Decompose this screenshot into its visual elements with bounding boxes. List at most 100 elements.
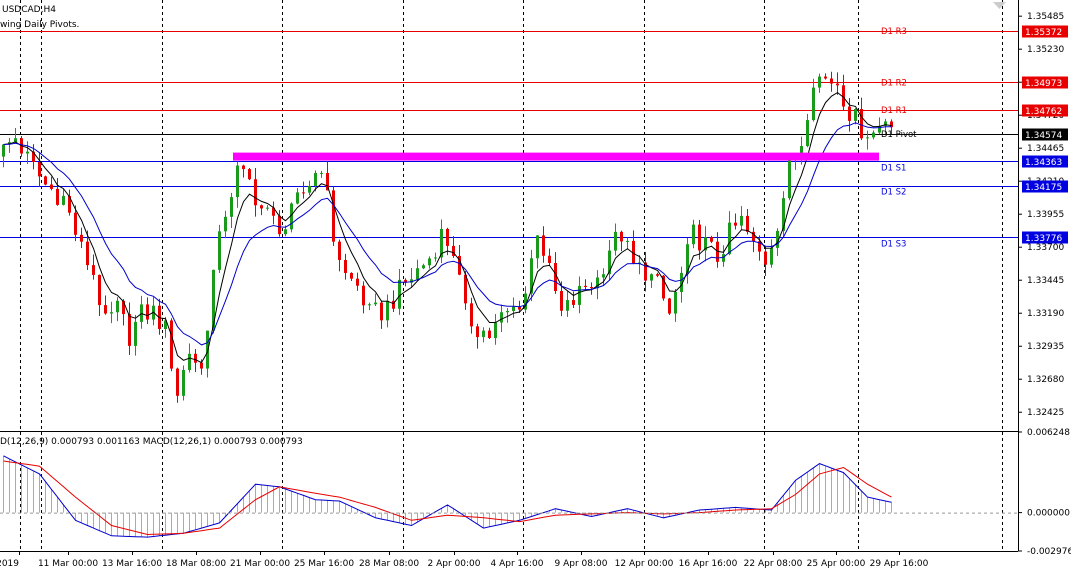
candle-body	[86, 241, 89, 266]
time-tick-label: 11 Mar 00:00	[38, 559, 98, 569]
candle-body	[98, 274, 101, 306]
candle-body	[770, 247, 773, 265]
price-tick-label: 1.34465	[1027, 144, 1064, 154]
candle-body	[44, 176, 47, 185]
time-tick-label: 25 Mar 16:00	[294, 559, 354, 569]
price-tick-label: 1.35230	[1027, 45, 1064, 55]
candle-body	[812, 87, 815, 121]
candle-body	[368, 304, 371, 306]
candle-body	[380, 302, 383, 321]
candle-body	[212, 269, 215, 331]
candle-body	[614, 231, 617, 251]
candle-body	[476, 326, 479, 338]
candle-body	[206, 330, 209, 369]
candle-body	[518, 306, 521, 310]
candle-body	[734, 222, 737, 226]
candle-body	[248, 169, 251, 180]
pivot-label: D1 S2	[881, 188, 906, 198]
candle-body	[788, 160, 791, 199]
macd-histogram	[3, 455, 892, 538]
candle-body	[470, 303, 473, 327]
candle-body	[590, 287, 593, 289]
price-tick-label: 1.32680	[1027, 375, 1064, 385]
candle-body	[272, 207, 275, 216]
candle-body	[746, 215, 749, 232]
candle-body	[644, 262, 647, 281]
candle-body	[164, 320, 167, 330]
candle-body	[356, 278, 359, 286]
price-tag-text: 1.34574	[1025, 131, 1062, 141]
candle-body	[458, 255, 461, 275]
candle-body	[524, 293, 527, 310]
candle-body	[32, 151, 35, 162]
candle-body	[800, 146, 803, 158]
pivot-label: D1 Pivot	[881, 130, 917, 140]
candle-body	[884, 121, 887, 126]
candle-body	[842, 85, 845, 107]
symbol-label: USDCAD,H4	[2, 5, 56, 15]
candle-body	[254, 179, 257, 206]
candle-body	[530, 258, 533, 294]
candle-body	[686, 244, 689, 273]
candle-body	[692, 224, 695, 245]
candle-body	[2, 144, 5, 157]
macd-tick-label: -0.002976	[1027, 547, 1071, 557]
candle-body	[890, 121, 893, 128]
candle-body	[308, 185, 311, 193]
candle-body	[128, 314, 131, 346]
candle-body	[116, 300, 119, 313]
candle-body	[650, 274, 653, 281]
candle-body	[68, 195, 71, 213]
candle-body	[194, 353, 197, 363]
candle-body	[170, 320, 173, 369]
candle-body	[332, 190, 335, 242]
candle-body	[536, 235, 539, 259]
candle-body	[290, 203, 293, 230]
candle-body	[62, 195, 65, 205]
candle-body	[104, 305, 107, 314]
candle-body	[836, 83, 839, 86]
price-tags: 1.35372 1.34973 1.34762 1.34574 1.34363 1.341…	[1022, 25, 1068, 244]
candle-body	[374, 302, 377, 305]
time-axis: 2019 11 Mar 00:00 13 Mar 16:00 18 Mar 08:00…	[0, 551, 929, 569]
candle-body	[500, 312, 503, 323]
candle-body	[482, 330, 485, 338]
price-tag	[1022, 231, 1068, 244]
indicator-label: wing Daily Pivots.	[0, 20, 79, 30]
candle-body	[806, 120, 809, 147]
time-tick-label: 4 Apr 16:00	[491, 559, 544, 569]
time-tick-label: 2019	[0, 559, 19, 569]
candle-body	[362, 285, 365, 306]
candle-body	[314, 172, 317, 186]
candle-body	[26, 151, 29, 154]
candle-body	[608, 250, 611, 275]
candle-body	[704, 237, 707, 251]
candle-body	[296, 192, 299, 204]
pivot-lines	[0, 31, 1018, 238]
candle-body	[740, 215, 743, 226]
candle-body	[344, 259, 347, 273]
candle-body	[110, 312, 113, 314]
candle-body	[404, 279, 407, 283]
candle-body	[674, 291, 677, 314]
candle-body	[776, 230, 779, 248]
candle-body	[218, 231, 221, 270]
candle-body	[860, 108, 863, 139]
candle-body	[446, 228, 449, 246]
candle-body	[338, 241, 341, 260]
candle-body	[548, 255, 551, 263]
scroll-shift-icon[interactable]	[993, 2, 1006, 9]
candle-body	[188, 353, 191, 370]
time-tick-label: 22 Apr 08:00	[744, 559, 803, 569]
candle-body	[260, 205, 263, 209]
price-tag	[1022, 128, 1068, 141]
pivot-label: D1 R2	[881, 78, 907, 88]
price-tick-label: 1.32935	[1027, 342, 1064, 352]
candle-body	[578, 285, 581, 305]
time-tick-label: 18 Mar 08:00	[166, 559, 226, 569]
candle-body	[752, 231, 755, 242]
ma-fast-line	[3, 91, 892, 364]
candle-body	[428, 258, 431, 266]
candle-body	[848, 106, 851, 121]
macd-signal-line	[3, 460, 892, 536]
